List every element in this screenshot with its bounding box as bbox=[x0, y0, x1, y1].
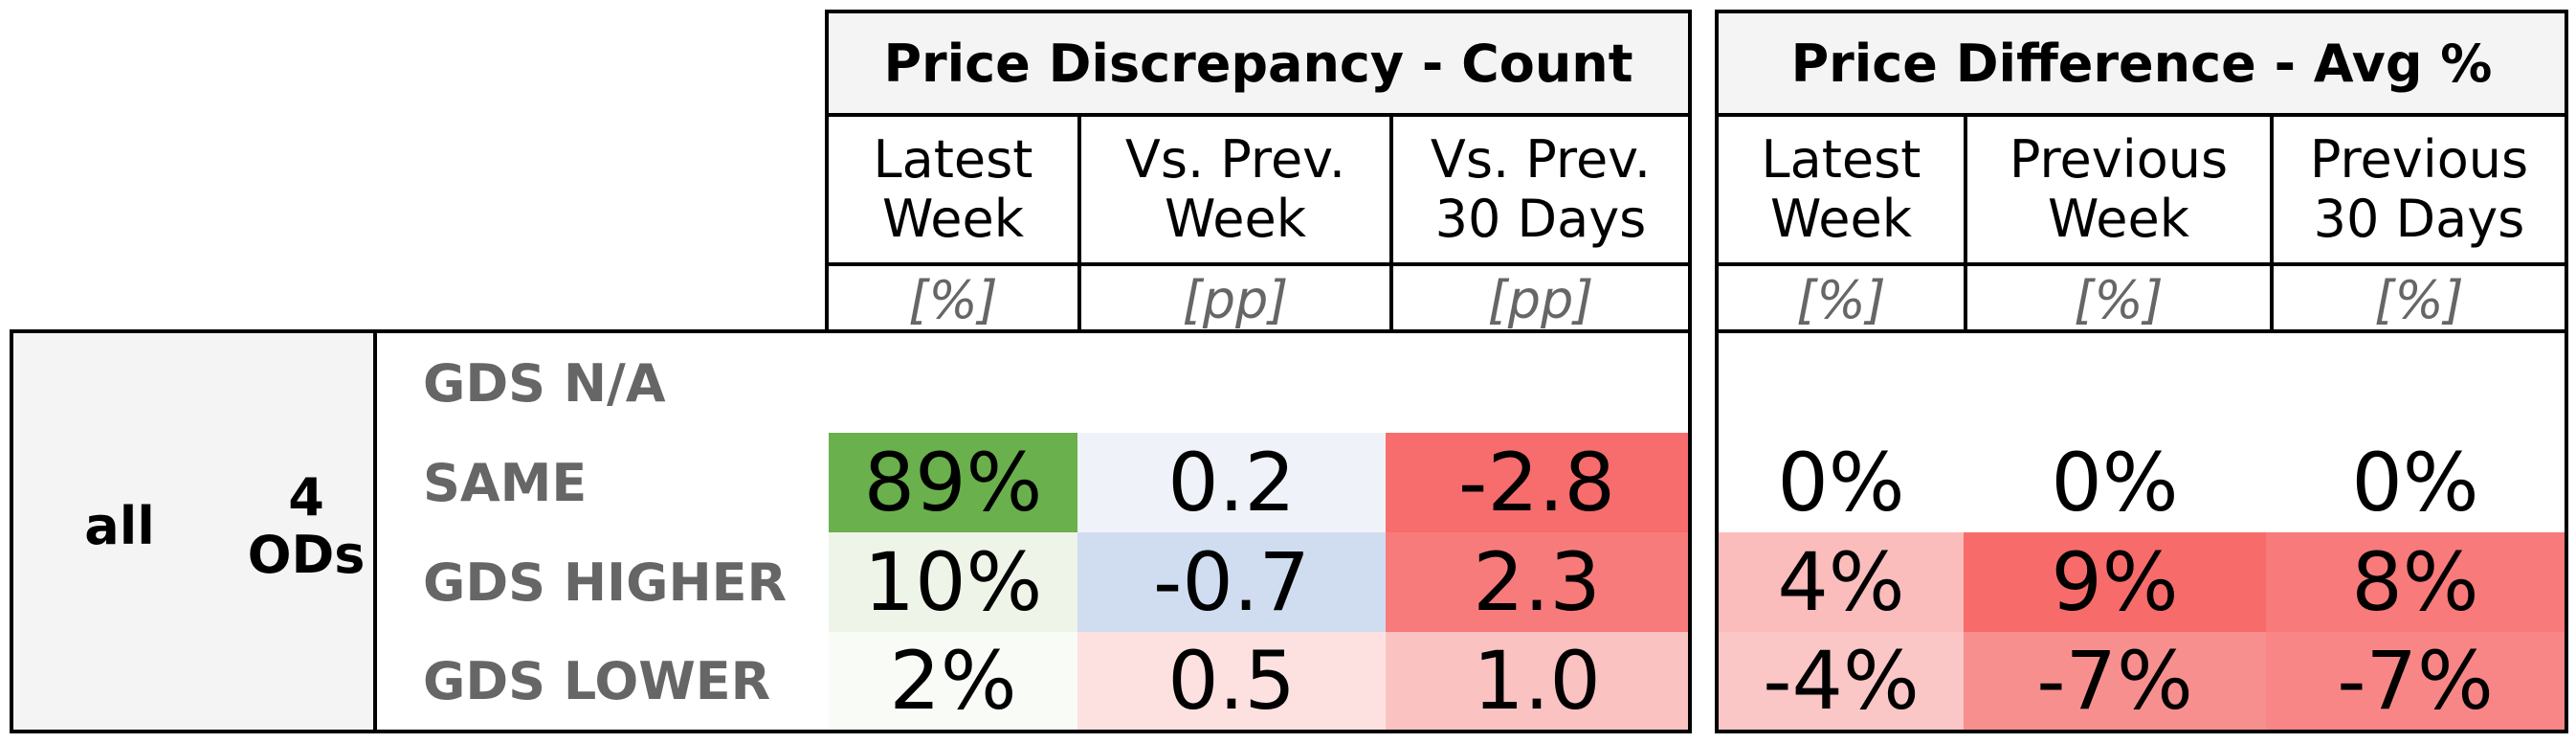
row-label-gds-higher: GDS HIGHER bbox=[423, 552, 788, 613]
table2-col-0-unit: [%] bbox=[1719, 266, 1967, 333]
table2-cell-r1-c2: 0% bbox=[2266, 433, 2565, 532]
row-label-gds-na: GDS N/A bbox=[423, 352, 666, 414]
row-label-same: SAME bbox=[423, 452, 588, 513]
table1-header: Price Discrepancy - Count Latest Week Vs… bbox=[825, 10, 1692, 333]
table1-cell-r3-c2: 1.0 bbox=[1386, 632, 1688, 730]
table1-cell-r3-c0: 2% bbox=[829, 632, 1077, 730]
table2-cell-r0-c1 bbox=[1964, 333, 2266, 433]
group-label: all bbox=[84, 496, 155, 556]
table2-cell-r0-c2 bbox=[2266, 333, 2565, 433]
table1-col-2-unit: [pp] bbox=[1487, 269, 1594, 330]
group-label-panel bbox=[13, 333, 377, 730]
table2-header: Price Difference - Avg % Latest Week Pre… bbox=[1715, 10, 2568, 333]
table2-cell-r3-c1: -7% bbox=[1964, 632, 2266, 730]
subgroup-label: 4 ODs bbox=[247, 467, 366, 585]
table2-col-2-label: Previous 30 Days bbox=[2309, 129, 2529, 249]
table2-col-2-unit: [%] bbox=[2374, 269, 2464, 330]
table1-col-0-unit: [%] bbox=[829, 266, 1081, 333]
table1-cell-r0-c1 bbox=[1077, 333, 1386, 433]
table1-cell-r1-c1: 0.2 bbox=[1077, 433, 1386, 532]
table1-cell-r1-c0: 89% bbox=[829, 433, 1077, 532]
table1-cell-r3-c1: 0.5 bbox=[1077, 632, 1386, 730]
table2-cell-r1-c1: 0% bbox=[1964, 433, 2266, 532]
table2-cell-r2-c0: 4% bbox=[1719, 532, 1964, 632]
table2-col-0-label: Latest Week bbox=[1719, 117, 1967, 262]
table1-cell-r1-c2: -2.8 bbox=[1386, 433, 1688, 532]
table2-col-1-label: Previous Week bbox=[1967, 117, 2274, 262]
table2-col-1-unit: [%] bbox=[1967, 266, 2274, 333]
table2-cell-r2-c2: 8% bbox=[2266, 532, 2565, 632]
table1-col-1-unit: [pp] bbox=[1081, 266, 1393, 333]
table2-cell-r2-c1: 9% bbox=[1964, 532, 2266, 632]
table2-cell-r3-c0: -4% bbox=[1719, 632, 1964, 730]
table2-cell-r0-c0 bbox=[1719, 333, 1964, 433]
table2-cell-r3-c2: -7% bbox=[2266, 632, 2565, 730]
table1-cell-r2-c0: 10% bbox=[829, 532, 1077, 632]
table1-col-2-label: Vs. Prev. 30 Days bbox=[1430, 129, 1652, 249]
table1-cell-r0-c0 bbox=[829, 333, 1077, 433]
table2-cell-r1-c0: 0% bbox=[1719, 433, 1964, 532]
table1-cell-r2-c1: -0.7 bbox=[1077, 532, 1386, 632]
table1-title: Price Discrepancy - Count bbox=[829, 13, 1688, 117]
row-label-gds-lower: GDS LOWER bbox=[423, 650, 771, 711]
table1-col-0-label: Latest Week bbox=[829, 117, 1081, 262]
table1-cell-r2-c2: 2.3 bbox=[1386, 532, 1688, 632]
table1-cell-r0-c2 bbox=[1386, 333, 1688, 433]
table2-title: Price Difference - Avg % bbox=[1719, 13, 2565, 117]
table1-col-1-label: Vs. Prev. Week bbox=[1081, 117, 1393, 262]
